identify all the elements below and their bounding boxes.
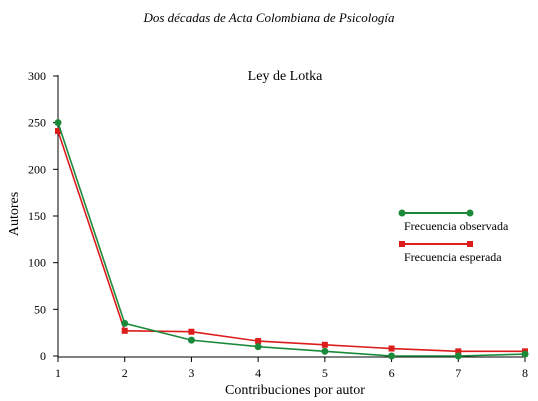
- data-point: [321, 347, 329, 355]
- legend-item: Frecuencia observada: [398, 209, 509, 233]
- data-point: [55, 128, 61, 135]
- series-line: [57, 130, 525, 353]
- data-point: [188, 328, 195, 335]
- series-line: [57, 122, 526, 357]
- y-tick-label: 50: [34, 302, 46, 316]
- x-tick-label: 4: [255, 366, 261, 380]
- series-group: [54, 119, 529, 360]
- chart-title: Ley de Lotka: [248, 69, 323, 84]
- data-point: [521, 350, 529, 358]
- x-tick-label: 3: [188, 366, 194, 380]
- y-tick-label: 300: [28, 69, 46, 83]
- y-tick-label: 0: [40, 349, 46, 363]
- x-tick-label: 8: [522, 366, 528, 380]
- x-tick-label: 2: [122, 366, 128, 380]
- legend-marker: [467, 241, 473, 247]
- data-point: [121, 319, 129, 327]
- legend-label: Frecuencia esperada: [404, 250, 502, 264]
- legend: Frecuencia observada Frecuencia esperada: [398, 209, 509, 264]
- y-axis-ticks: 0 50 100 150 200 250 300: [28, 69, 58, 363]
- data-point: [187, 336, 195, 344]
- y-tick-label: 150: [28, 209, 46, 223]
- data-point: [255, 338, 262, 345]
- legend-marker: [399, 241, 405, 247]
- legend-marker: [466, 209, 474, 217]
- data-point: [455, 348, 462, 355]
- legend-item: Frecuencia esperada: [399, 241, 502, 264]
- series: [55, 128, 528, 355]
- x-tick-label: 5: [322, 366, 328, 380]
- x-tick-label: 7: [455, 366, 461, 380]
- data-point: [454, 352, 462, 360]
- x-tick-label: 1: [55, 366, 61, 380]
- data-point: [388, 345, 395, 352]
- data-point: [388, 352, 396, 360]
- data-point: [254, 343, 262, 351]
- data-point: [54, 119, 62, 127]
- y-tick-label: 200: [28, 162, 46, 176]
- y-tick-label: 250: [28, 116, 46, 130]
- page-header: Dos décadas de Acta Colombiana de Psicol…: [143, 10, 395, 25]
- x-tick-label: 6: [389, 366, 395, 380]
- legend-label: Frecuencia observada: [404, 219, 509, 233]
- x-axis-label: Contribuciones por autor: [225, 383, 365, 398]
- y-axis-label: Autores: [7, 192, 22, 236]
- y-tick-label: 100: [28, 256, 46, 270]
- data-point: [121, 327, 128, 334]
- legend-marker: [398, 209, 406, 217]
- series: [54, 119, 529, 360]
- data-point: [321, 341, 328, 348]
- x-axis-ticks: 1 2 3 4 5 6 7 8: [55, 357, 528, 380]
